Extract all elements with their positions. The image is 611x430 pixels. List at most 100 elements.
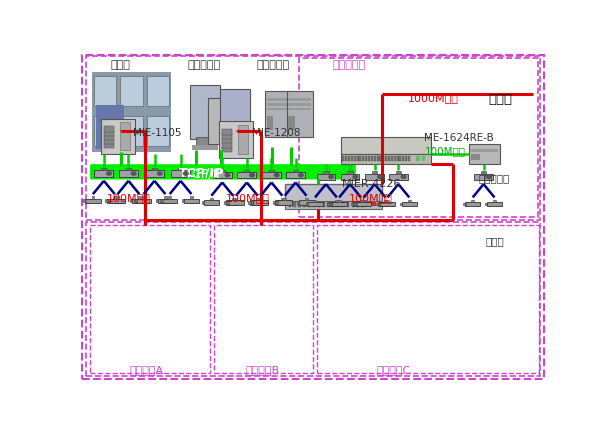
Text: 1000M光纤: 1000M光纤 [408, 93, 459, 103]
Bar [337, 203, 340, 207]
Bar [104, 135, 114, 141]
Bar [105, 200, 108, 203]
Bar [286, 172, 305, 179]
Bar [305, 198, 308, 201]
Bar [345, 156, 347, 162]
Bar [397, 156, 398, 162]
Bar [376, 156, 379, 162]
Bar [340, 138, 431, 155]
Bar [101, 120, 134, 154]
Bar [219, 122, 252, 158]
Bar [293, 170, 298, 172]
Bar [168, 197, 171, 199]
Bar [342, 156, 345, 162]
Bar [253, 201, 268, 205]
Bar [158, 199, 173, 203]
Bar [147, 77, 169, 107]
Bar [130, 200, 132, 203]
Bar [262, 172, 281, 179]
Bar [357, 156, 359, 162]
Bar [90, 225, 210, 373]
Bar [101, 169, 106, 171]
Text: 区监控中心: 区监控中心 [332, 60, 365, 70]
Bar [222, 138, 232, 144]
Text: MIE-1105: MIE-1105 [133, 128, 181, 138]
Circle shape [131, 172, 136, 176]
Bar [251, 202, 254, 204]
Bar [357, 203, 359, 207]
Bar [134, 200, 136, 203]
Bar [222, 134, 232, 140]
Bar [119, 171, 138, 178]
Bar [248, 202, 251, 204]
Bar [266, 117, 273, 131]
Text: 监控区域C: 监控区域C [376, 364, 411, 374]
Bar [362, 203, 364, 207]
Bar [116, 197, 119, 199]
Bar [463, 203, 466, 206]
Bar [84, 200, 86, 203]
Bar [104, 144, 114, 149]
Bar [184, 199, 199, 203]
Bar [281, 198, 284, 201]
Circle shape [225, 174, 230, 177]
Bar [196, 138, 214, 147]
Bar [352, 203, 354, 207]
Bar [347, 203, 349, 207]
Bar [110, 199, 125, 203]
Bar [386, 200, 389, 203]
Bar [327, 203, 330, 206]
Bar [202, 202, 204, 204]
Bar [313, 200, 316, 203]
FancyBboxPatch shape [90, 165, 356, 180]
Circle shape [401, 176, 406, 179]
Text: 硬盘录像机: 硬盘录像机 [257, 60, 290, 70]
Bar [400, 203, 402, 206]
Bar [238, 172, 256, 179]
Bar [284, 198, 286, 201]
Bar [313, 203, 315, 207]
Bar [329, 203, 345, 207]
Bar [393, 156, 396, 162]
Bar [86, 199, 101, 203]
Bar [277, 201, 292, 205]
Text: 100M网线: 100M网线 [425, 146, 466, 156]
Bar [214, 225, 313, 373]
Bar [474, 174, 493, 181]
Bar [382, 156, 384, 162]
Bar [471, 149, 499, 153]
Circle shape [274, 174, 279, 177]
Bar [408, 200, 411, 203]
Bar [297, 202, 299, 204]
Bar [327, 203, 330, 207]
Bar [372, 172, 378, 174]
Bar [384, 200, 387, 203]
Bar [402, 156, 404, 162]
Bar [408, 156, 410, 162]
Bar [104, 140, 114, 145]
Bar [299, 59, 538, 217]
Bar [225, 201, 241, 205]
Bar [354, 156, 356, 162]
Bar [416, 156, 420, 162]
Bar [342, 203, 345, 207]
Bar [104, 131, 114, 136]
Bar [359, 156, 362, 162]
Bar [126, 169, 131, 171]
Text: 100M光纤: 100M光纤 [349, 192, 392, 202]
Text: 至总局: 至总局 [488, 93, 513, 106]
Bar [354, 203, 357, 206]
Bar [145, 171, 164, 178]
Bar [120, 123, 130, 151]
Bar [335, 200, 338, 203]
Bar [107, 199, 122, 203]
Bar [332, 203, 335, 207]
Bar [308, 203, 310, 207]
Bar [224, 202, 226, 204]
Bar [104, 127, 114, 132]
Bar [244, 170, 249, 172]
Bar [365, 156, 367, 162]
Bar [273, 202, 275, 204]
Bar [213, 172, 232, 179]
Bar [348, 172, 353, 174]
